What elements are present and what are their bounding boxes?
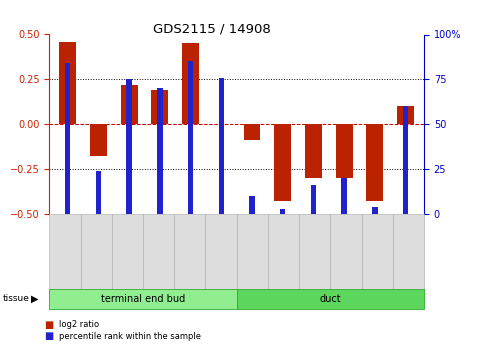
- Bar: [218, 78, 224, 214]
- Bar: [249, 196, 255, 214]
- Bar: [244, 124, 260, 140]
- Bar: [372, 207, 378, 214]
- Text: ▶: ▶: [31, 294, 38, 304]
- Bar: [157, 88, 163, 214]
- Bar: [59, 42, 76, 124]
- Bar: [280, 208, 285, 214]
- Text: log2 ratio: log2 ratio: [59, 321, 99, 329]
- Bar: [188, 61, 193, 214]
- Bar: [336, 124, 352, 178]
- Bar: [182, 43, 199, 124]
- Text: tissue: tissue: [2, 294, 30, 303]
- Bar: [65, 63, 70, 214]
- Text: percentile rank within the sample: percentile rank within the sample: [59, 332, 201, 341]
- Bar: [151, 90, 168, 124]
- Bar: [305, 124, 322, 178]
- Bar: [90, 124, 107, 157]
- Bar: [397, 106, 414, 124]
- Bar: [403, 106, 408, 214]
- Text: terminal end bud: terminal end bud: [101, 294, 185, 304]
- Bar: [121, 85, 138, 124]
- Text: ■: ■: [44, 320, 54, 330]
- Text: ■: ■: [44, 332, 54, 341]
- Bar: [274, 124, 291, 201]
- Bar: [311, 185, 316, 214]
- Text: duct: duct: [319, 294, 341, 304]
- Bar: [366, 124, 383, 201]
- Bar: [341, 178, 347, 214]
- Bar: [126, 79, 132, 214]
- Text: GDS2115 / 14908: GDS2115 / 14908: [153, 22, 271, 36]
- Bar: [96, 171, 101, 214]
